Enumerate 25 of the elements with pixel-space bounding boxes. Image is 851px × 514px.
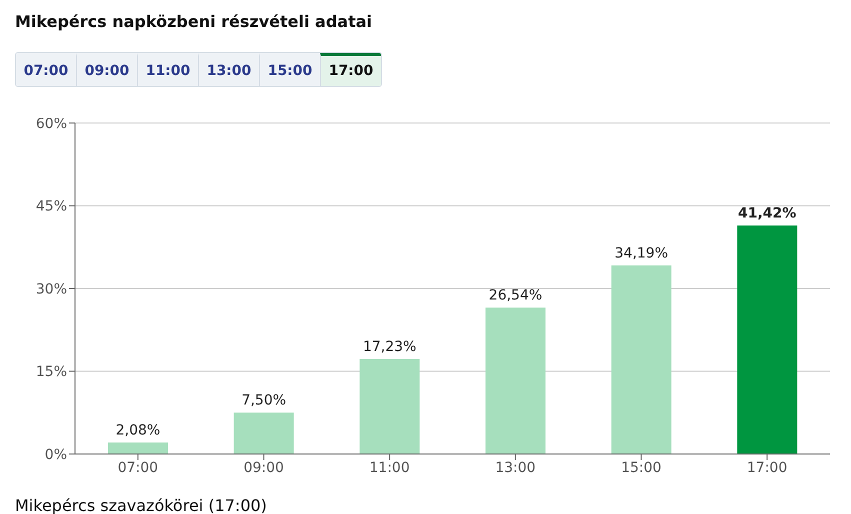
y-tick-label: 45%: [36, 198, 67, 215]
y-tick-label: 0%: [44, 446, 67, 463]
time-tabs: 07:00 09:00 11:00 13:00 15:00 17:00: [15, 52, 382, 87]
data-label: 26,54%: [488, 288, 542, 304]
data-label: 34,19%: [614, 245, 668, 262]
bar: [737, 226, 798, 454]
bar: [108, 442, 168, 454]
chart-title: Mikepércs napközbeni részvételi adatai: [15, 12, 372, 31]
bar: [234, 412, 294, 454]
y-tick-label: 15%: [36, 364, 67, 380]
x-tick-label: 13:00: [495, 460, 536, 476]
data-label: 41,42%: [738, 206, 796, 222]
data-label: 7,50%: [242, 392, 286, 409]
text: Mikepércs szavazókörei (17:00): [15, 496, 267, 514]
x-tick-label: 07:00: [118, 460, 158, 476]
data-label: 2,08%: [116, 422, 160, 439]
x-tick-label: 11:00: [369, 460, 410, 476]
x-tick-label: 09:00: [244, 460, 284, 476]
bar: [611, 265, 672, 454]
y-tick-label: 30%: [36, 281, 67, 298]
bar: [360, 358, 420, 454]
bar: [486, 308, 546, 454]
x-tick-label: 17:00: [746, 460, 788, 476]
data-label: 17,23%: [362, 338, 416, 355]
x-tick-label: 15:00: [621, 460, 662, 476]
